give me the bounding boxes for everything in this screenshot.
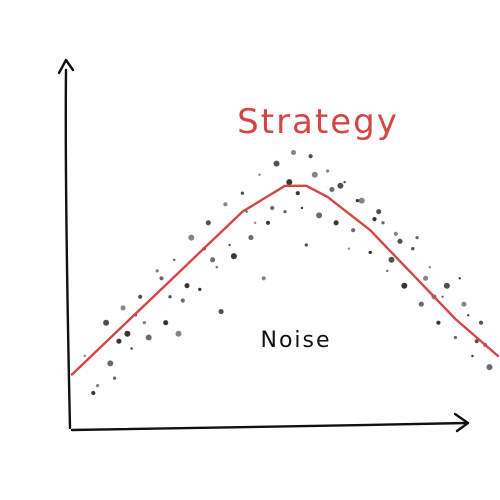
noise-point <box>486 364 493 371</box>
noise-point <box>145 334 152 341</box>
noise-point <box>95 383 100 388</box>
noise-point <box>458 277 461 280</box>
noise-point <box>159 276 164 281</box>
noise-point <box>304 243 308 247</box>
noise-point <box>155 269 159 273</box>
noise-point <box>478 320 484 325</box>
noise-point <box>397 238 403 244</box>
noise-point <box>120 305 126 311</box>
noise-point <box>91 390 96 396</box>
noise-point <box>258 173 261 176</box>
noise-point <box>173 258 176 261</box>
noise-point <box>198 287 202 292</box>
noise-point <box>283 210 287 214</box>
noise-point <box>245 210 248 213</box>
noise-point <box>130 347 133 350</box>
noise-point <box>474 339 479 344</box>
noise-point <box>358 197 365 204</box>
noise-point <box>453 335 458 340</box>
noise-point <box>254 221 257 224</box>
noise-point <box>188 234 195 241</box>
noise-point <box>218 309 224 315</box>
noise-point <box>308 154 313 159</box>
noise-point <box>175 330 182 337</box>
noise-point <box>411 247 415 251</box>
noise-point <box>461 301 467 307</box>
noise-point <box>368 250 372 255</box>
noise-point <box>295 191 300 196</box>
noise-point <box>215 266 218 269</box>
noise-point <box>163 320 169 326</box>
noise-point <box>230 253 237 260</box>
noise-scatter <box>83 149 493 396</box>
x-axis-arrow <box>453 412 470 433</box>
noise-point <box>401 282 408 289</box>
noise-point <box>240 191 245 195</box>
noise-point <box>343 180 346 184</box>
noise-point <box>381 221 385 225</box>
noise-point <box>261 276 266 281</box>
noise-point <box>180 298 185 303</box>
noise-point <box>415 235 419 240</box>
noise-point <box>270 205 275 211</box>
noise-point <box>265 220 271 225</box>
noise-point <box>142 321 147 325</box>
noise-point <box>228 243 231 247</box>
strategy-curve <box>70 184 500 376</box>
noise-point <box>471 354 474 358</box>
noise-label: Noise <box>260 328 331 353</box>
noise-point <box>329 186 335 193</box>
noise-point <box>103 319 110 326</box>
noise-point <box>168 295 172 299</box>
noise-point <box>325 169 330 173</box>
noise-point <box>351 228 356 233</box>
noise-point <box>436 320 441 325</box>
noise-point <box>388 256 395 263</box>
noise-point <box>347 247 351 250</box>
noise-point <box>223 202 228 207</box>
noise-point <box>138 294 143 299</box>
noise-point <box>273 160 280 167</box>
noise-point <box>83 354 87 358</box>
noise-point <box>248 235 254 241</box>
noise-point <box>443 282 450 289</box>
noise-point <box>112 376 117 380</box>
noise-point <box>386 269 389 273</box>
noise-point <box>116 338 122 344</box>
noise-point <box>467 314 470 317</box>
y-axis <box>64 68 72 430</box>
noise-point <box>376 209 382 215</box>
noise-point <box>210 257 216 263</box>
noise-point <box>300 206 304 210</box>
noise-point <box>107 360 114 367</box>
noise-point <box>316 212 323 219</box>
noise-point <box>428 266 431 269</box>
noise-point <box>286 179 293 186</box>
noise-point <box>124 330 131 337</box>
noise-point <box>333 220 339 226</box>
noise-point <box>290 149 297 156</box>
noise-point <box>418 301 424 307</box>
strategy-label: Strategy <box>237 102 399 142</box>
x-axis <box>70 421 468 432</box>
noise-point <box>184 283 190 289</box>
noise-point <box>337 182 344 189</box>
noise-point <box>393 231 398 236</box>
noise-point <box>205 220 211 226</box>
noise-point <box>423 275 429 281</box>
y-axis-arrow <box>57 58 75 75</box>
noise-point <box>355 198 360 203</box>
noise-point <box>441 295 444 298</box>
noise-point <box>372 217 377 222</box>
noise-point <box>311 171 318 178</box>
